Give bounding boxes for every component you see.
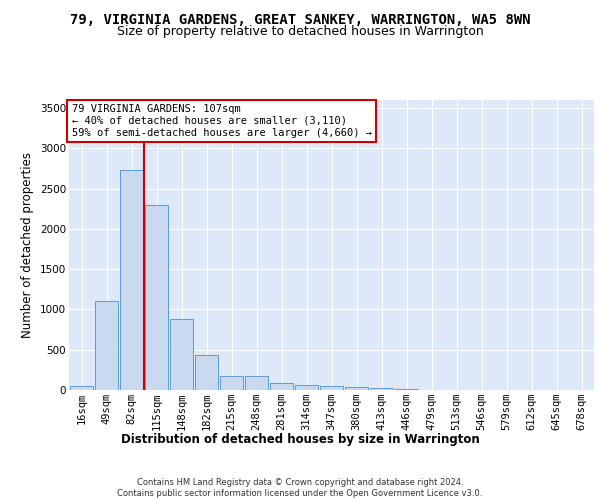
Bar [245, 376, 268, 390]
Bar [370, 388, 393, 390]
Bar [295, 385, 318, 390]
Bar [195, 356, 218, 390]
Y-axis label: Number of detached properties: Number of detached properties [22, 152, 34, 338]
Bar [395, 389, 418, 390]
Bar [345, 387, 368, 390]
Text: 79 VIRGINIA GARDENS: 107sqm
← 40% of detached houses are smaller (3,110)
59% of : 79 VIRGINIA GARDENS: 107sqm ← 40% of det… [71, 104, 371, 138]
Bar [320, 386, 343, 390]
Text: Size of property relative to detached houses in Warrington: Size of property relative to detached ho… [116, 25, 484, 38]
Bar [270, 383, 293, 390]
Bar [95, 302, 118, 390]
Text: 79, VIRGINIA GARDENS, GREAT SANKEY, WARRINGTON, WA5 8WN: 79, VIRGINIA GARDENS, GREAT SANKEY, WARR… [70, 12, 530, 26]
Bar [170, 319, 193, 390]
Bar [220, 376, 243, 390]
Bar [145, 204, 168, 390]
Text: Contains HM Land Registry data © Crown copyright and database right 2024.
Contai: Contains HM Land Registry data © Crown c… [118, 478, 482, 498]
Bar [120, 170, 143, 390]
Text: Distribution of detached houses by size in Warrington: Distribution of detached houses by size … [121, 432, 479, 446]
Bar [70, 386, 93, 390]
